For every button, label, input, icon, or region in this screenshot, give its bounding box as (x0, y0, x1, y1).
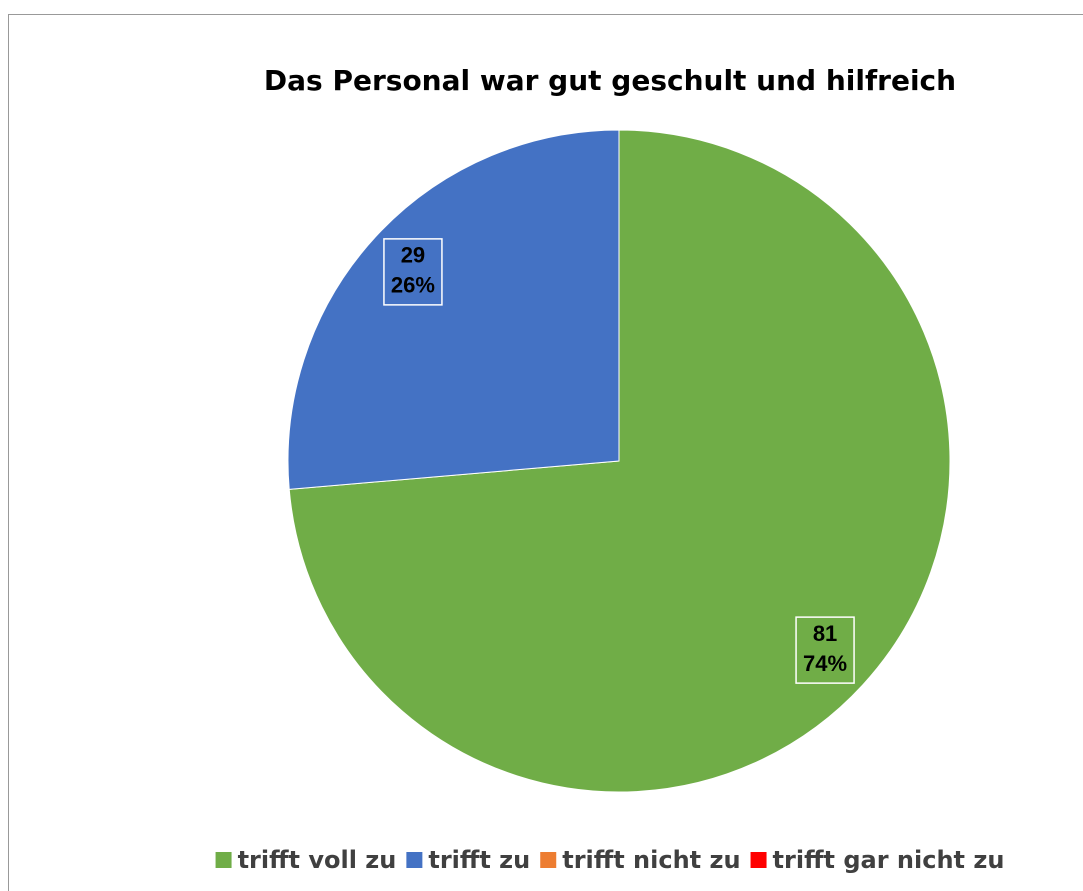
legend-label: trifft gar nicht zu (773, 846, 1005, 874)
legend-item: trifft zu (406, 846, 530, 874)
data-label-percent: 74% (803, 651, 847, 676)
legend-label: trifft nicht zu (562, 846, 740, 874)
pie-slice (288, 129, 951, 793)
legend-item: trifft nicht zu (540, 846, 741, 874)
data-label-box (383, 238, 443, 306)
chart-title: Das Personal war gut geschult und hilfre… (264, 64, 956, 97)
legend-item: trifft gar nicht zu (750, 846, 1005, 874)
data-label-percent: 26% (391, 273, 435, 298)
legend-swatch (215, 852, 232, 868)
legend-label: trifft zu (428, 846, 530, 874)
data-label-value: 81 (813, 621, 837, 646)
legend-swatch (750, 852, 767, 868)
pie-slice (287, 129, 620, 490)
data-label-value: 29 (401, 243, 425, 268)
data-label-box (795, 616, 855, 684)
legend-item: trifft voll zu (215, 846, 397, 874)
legend-swatch (540, 852, 557, 868)
legend-swatch (406, 852, 423, 868)
legend-label: trifft voll zu (238, 846, 397, 874)
